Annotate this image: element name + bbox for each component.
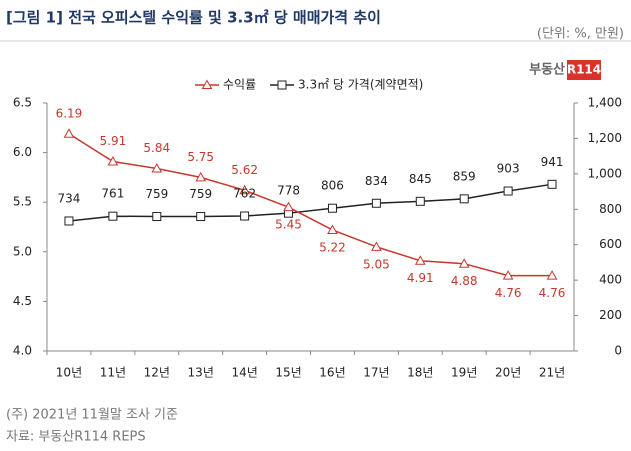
yield-marker [458,258,470,268]
price-label: 845 [409,172,432,186]
price-marker [240,211,250,221]
yield-label: 4.91 [407,271,434,285]
legend-label: 수익률 [223,78,256,92]
yield-label: 4.88 [451,274,478,288]
legend-marker [277,80,287,90]
yield-marker [502,270,514,280]
price-label: 761 [101,187,124,201]
y2-tick-label: 0 [614,344,622,358]
x-tick-label: 14년 [231,366,257,380]
price-marker [503,186,513,196]
unit-note: (단위: %, 만원) [537,27,624,42]
yield-label: 5.45 [275,218,302,232]
yield-label: 5.62 [231,163,258,177]
y2-tick-label: 800 [599,202,622,216]
y2-tick-label: 200 [599,308,622,322]
logo-badge [567,60,601,80]
series-line [68,183,553,222]
x-tick-label: 17년 [363,366,389,380]
yield-marker [371,241,382,251]
y2-tick-label: 600 [599,237,622,251]
yield-label: 5.75 [187,150,214,164]
price-marker [152,212,162,222]
y-tick-label: 6.0 [13,145,32,159]
price-marker [64,216,74,226]
y-tick-label: 6.5 [13,96,32,110]
yield-marker [195,171,207,182]
y-tick-label: 4.0 [13,344,32,358]
y2-tick-label: 1,000 [588,166,622,180]
price-marker [547,179,557,189]
price-label: 859 [453,169,476,183]
y-tick-label: 4.5 [13,294,32,308]
x-tick-label: 18년 [407,366,433,380]
price-label: 759 [145,187,168,201]
yield-marker [239,184,250,195]
price-marker [327,203,337,213]
yield-marker [414,255,426,265]
yield-label: 4.76 [539,286,566,300]
price-label: 834 [365,174,388,188]
price-label: 759 [189,187,212,201]
logo-text: 부동산 [529,62,565,78]
x-tick-label: 10년 [56,366,82,380]
x-tick-label: 12년 [144,366,170,380]
yield-marker [546,270,558,280]
yield-marker [283,201,294,212]
yield-label: 5.22 [319,240,346,254]
price-label: 778 [277,184,300,198]
price-marker [459,194,469,204]
price-marker [415,196,425,206]
price-marker [371,198,381,208]
chart-title: [그림 1] 전국 오피스텔 수익률 및 3.3㎡ 당 매매가격 추이 [6,9,381,27]
y2-tick-label: 1,200 [588,131,622,145]
yield-label: 5.05 [363,257,390,271]
yield-marker [63,128,75,138]
yield-label: 5.91 [100,134,127,148]
x-tick-label: 11년 [100,366,126,380]
x-tick-label: 21년 [539,366,565,380]
price-marker [196,212,206,222]
price-label: 903 [497,162,520,176]
y2-tick-label: 400 [599,273,622,287]
footnote: (주) 2021년 11월말 조사 기준 [6,408,178,423]
y-tick-label: 5.0 [13,244,32,258]
yield-label: 6.19 [56,106,83,120]
price-marker [108,211,118,221]
yield-label: 5.84 [143,141,170,155]
price-label: 806 [321,179,344,193]
logo-badge-text: R114 [567,63,601,77]
yield-marker [327,224,338,234]
yield-marker [151,162,163,173]
y-tick-label: 5.5 [13,195,32,209]
x-tick-label: 19년 [451,366,477,380]
y2-tick-label: 1,400 [588,96,622,110]
legend-marker [201,79,213,89]
yield-label: 4.76 [495,286,522,300]
yield-marker [107,156,119,166]
x-tick-label: 16년 [319,366,345,380]
x-tick-label: 15년 [275,366,301,380]
legend-label: 3.3㎡ 당 가격(계약면적) [298,77,423,92]
x-tick-label: 20년 [495,366,521,380]
x-tick-label: 13년 [188,366,214,380]
price-label: 734 [58,191,81,205]
price-label: 762 [233,187,256,201]
series-line [68,133,553,277]
price-label: 941 [541,155,564,169]
source: 자료: 부동산R114 REPS [6,430,146,445]
